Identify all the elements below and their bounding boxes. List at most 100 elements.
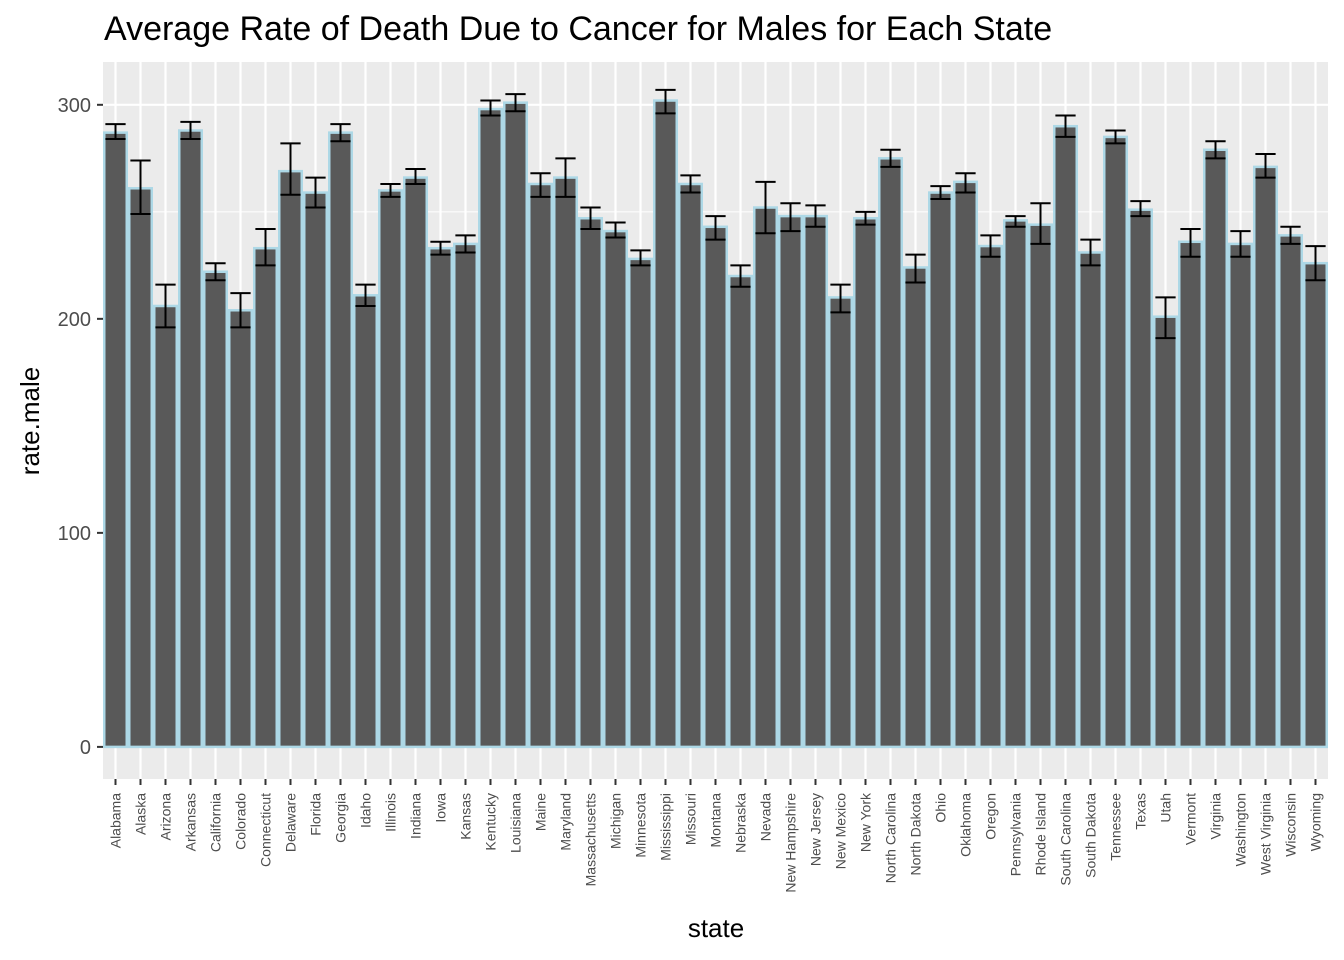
bar xyxy=(303,191,328,749)
bar xyxy=(803,214,828,749)
bar xyxy=(453,242,478,749)
x-tick-label: Ohio xyxy=(933,793,949,823)
bar xyxy=(428,246,453,749)
x-tick-label: Florida xyxy=(308,793,324,836)
x-tick-label: Montana xyxy=(708,793,724,848)
x-tick-label: Rhode Island xyxy=(1033,793,1049,876)
x-tick-label: South Dakota xyxy=(1083,793,1099,878)
bar xyxy=(653,99,678,749)
bar xyxy=(1053,124,1078,749)
y-tick-label: 300 xyxy=(58,95,91,117)
bar xyxy=(753,206,778,749)
bar xyxy=(1128,208,1153,749)
error-bars xyxy=(105,88,1326,340)
bar xyxy=(553,176,578,749)
x-tick-label: North Dakota xyxy=(908,793,924,876)
x-tick-label: Nevada xyxy=(758,793,774,841)
x-tick-label: Minnesota xyxy=(633,793,649,858)
x-tick-label: Missouri xyxy=(683,793,699,845)
bar xyxy=(353,294,378,749)
x-tick-label: Nebraska xyxy=(733,793,749,853)
bar xyxy=(1003,219,1028,749)
x-tick-label: Alaska xyxy=(133,793,149,835)
bar xyxy=(228,309,253,749)
x-tick-label: Vermont xyxy=(1183,793,1199,845)
chart-title: Average Rate of Death Due to Cancer for … xyxy=(104,10,1052,48)
bar xyxy=(1253,165,1278,749)
x-tick-label: Alabama xyxy=(108,793,124,848)
x-tick-label: Michigan xyxy=(608,793,624,849)
bar xyxy=(578,216,603,749)
x-tick-label: Arkansas xyxy=(183,793,199,851)
bar xyxy=(1278,234,1303,749)
bar xyxy=(678,182,703,749)
y-tick-label: 100 xyxy=(58,523,91,545)
bar xyxy=(503,101,528,749)
bar xyxy=(1103,135,1128,749)
bar xyxy=(103,131,128,749)
x-tick-label: Indiana xyxy=(408,793,424,839)
x-tick-label: New Hampshire xyxy=(783,793,799,893)
x-tick-label: Maine xyxy=(533,793,549,831)
x-tick-label: Georgia xyxy=(333,793,349,843)
bar xyxy=(728,274,753,749)
y-tick-label: 0 xyxy=(80,737,91,759)
bar xyxy=(853,216,878,749)
bar xyxy=(1203,148,1228,749)
x-tick-label: Idaho xyxy=(358,793,374,828)
bar xyxy=(903,266,928,749)
x-tick-label: Kansas xyxy=(458,793,474,840)
x-tick-label: West Virginia xyxy=(1258,793,1274,875)
x-tick-label: Wyoming xyxy=(1308,793,1324,851)
x-tick-label: California xyxy=(208,793,224,852)
y-axis: 0 100 200 300 xyxy=(58,95,103,759)
x-tick-label: Texas xyxy=(1133,793,1149,830)
x-axis-title: state xyxy=(688,913,744,943)
bar xyxy=(378,189,403,749)
x-tick-label: Tennessee xyxy=(1108,793,1124,861)
bar xyxy=(253,246,278,749)
bar xyxy=(603,229,628,749)
bar xyxy=(478,107,503,749)
x-tick-label: Illinois xyxy=(383,793,399,832)
bar xyxy=(953,180,978,749)
bar xyxy=(1228,242,1253,749)
bar xyxy=(403,176,428,749)
x-tick-label: Maryland xyxy=(558,793,574,851)
x-tick-label: New Mexico xyxy=(833,793,849,869)
x-tick-label: South Carolina xyxy=(1058,793,1074,886)
bar xyxy=(628,257,653,749)
bar xyxy=(778,214,803,749)
x-tick-label: Mississippi xyxy=(658,793,674,861)
x-tick-label: Pennsylvania xyxy=(1008,793,1024,876)
x-tick-label: New York xyxy=(858,792,874,852)
bar xyxy=(153,304,178,749)
bar xyxy=(278,169,303,749)
x-tick-label: Massachusetts xyxy=(583,793,599,886)
x-tick-label: Connecticut xyxy=(258,793,274,867)
bar xyxy=(1303,261,1328,749)
x-tick-label: Washington xyxy=(1233,793,1249,866)
bar xyxy=(978,244,1003,749)
x-tick-label: Kentucky xyxy=(483,793,499,851)
x-tick-label: North Carolina xyxy=(883,793,899,883)
x-tick-label: Louisiana xyxy=(508,793,524,853)
bar xyxy=(203,270,228,749)
bar xyxy=(928,191,953,749)
x-tick-label: Oregon xyxy=(983,793,999,840)
bar xyxy=(128,187,153,749)
bar xyxy=(1178,240,1203,749)
bars xyxy=(103,99,1328,749)
bar xyxy=(178,129,203,749)
x-tick-label: Delaware xyxy=(283,793,299,852)
y-tick-label: 200 xyxy=(58,309,91,331)
x-tick-label: New Jersey xyxy=(808,793,824,866)
x-tick-label: Colorado xyxy=(233,793,249,850)
bar xyxy=(1153,315,1178,749)
x-tick-label: Oklahoma xyxy=(958,793,974,857)
bar xyxy=(703,225,728,749)
x-tick-label: Utah xyxy=(1158,793,1174,823)
y-axis-title: rate.male xyxy=(15,367,45,475)
bar xyxy=(828,296,853,749)
